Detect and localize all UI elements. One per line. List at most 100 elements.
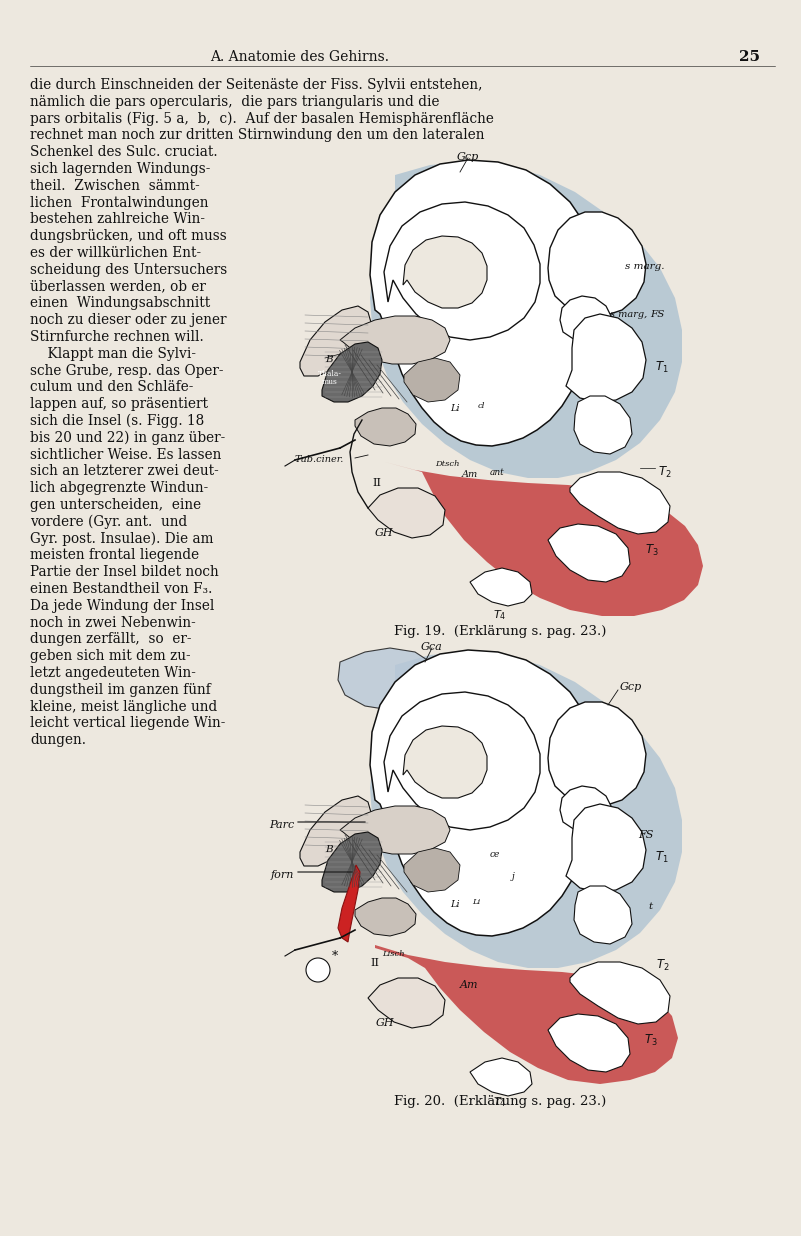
Polygon shape [574,396,632,454]
Text: es der willkürlichen Ent-: es der willkürlichen Ent- [30,246,201,260]
Text: Partie der Insel bildet noch: Partie der Insel bildet noch [30,565,219,580]
Polygon shape [370,159,600,446]
Text: die durch Einschneiden der Seitenäste der Fiss. Sylvii entstehen,: die durch Einschneiden der Seitenäste de… [30,78,482,91]
Text: A. Anatomie des Gehirns.: A. Anatomie des Gehirns. [211,49,389,64]
Polygon shape [322,832,382,892]
Text: sich an letzterer zwei deut-: sich an letzterer zwei deut- [30,465,219,478]
Text: *: * [332,950,338,963]
Text: 25: 25 [739,49,760,64]
Polygon shape [355,408,416,446]
Text: Klappt man die Sylvi-: Klappt man die Sylvi- [30,347,196,361]
Text: Fig. 20.  (Erklärung s. pag. 23.): Fig. 20. (Erklärung s. pag. 23.) [394,1095,606,1107]
Text: gen unterscheiden,  eine: gen unterscheiden, eine [30,498,201,512]
Polygon shape [403,726,487,798]
Text: nämlich die pars opercularis,  die pars triangularis und die: nämlich die pars opercularis, die pars t… [30,95,440,109]
Polygon shape [340,806,450,854]
Text: ce: ce [490,850,501,859]
Polygon shape [470,1058,532,1096]
Text: lichen  Frontalwindungen: lichen Frontalwindungen [30,195,208,210]
Polygon shape [404,358,460,402]
Text: dungen zerfällt,  so  er-: dungen zerfällt, so er- [30,633,191,646]
Text: Li: Li [472,899,481,906]
Text: dungen.: dungen. [30,733,86,748]
Text: GH: GH [376,1018,395,1028]
Polygon shape [548,702,646,806]
Text: B: B [325,355,332,363]
Polygon shape [566,803,646,892]
Polygon shape [338,648,442,709]
Polygon shape [570,472,670,534]
Text: scheidung des Untersuchers: scheidung des Untersuchers [30,263,227,277]
Polygon shape [570,962,670,1023]
Text: leicht vertical liegende Win-: leicht vertical liegende Win- [30,717,225,730]
Polygon shape [470,569,532,606]
Polygon shape [370,650,600,936]
Text: Parc: Parc [269,819,294,831]
Text: $T_4$: $T_4$ [493,608,507,622]
Text: noch zu dieser oder zu jener: noch zu dieser oder zu jener [30,313,227,328]
Text: sichtlicher Weise. Es lassen: sichtlicher Weise. Es lassen [30,447,221,461]
Text: überlassen werden, ob er: überlassen werden, ob er [30,279,206,294]
Text: $T_2$: $T_2$ [658,465,671,480]
Text: letzt angedeuteten Win-: letzt angedeuteten Win- [30,666,196,680]
Text: vordere (Gyr. ant.  und: vordere (Gyr. ant. und [30,515,187,529]
Text: $T_1$: $T_1$ [655,850,669,865]
Polygon shape [355,899,416,936]
Text: bestehen zahlreiche Win-: bestehen zahlreiche Win- [30,213,205,226]
Text: ant: ant [490,468,505,477]
Text: II: II [372,478,381,488]
Text: Thala-: Thala- [318,370,342,378]
Polygon shape [385,462,703,616]
Polygon shape [300,796,372,866]
Polygon shape [375,946,678,1084]
Text: $T_3$: $T_3$ [644,1033,658,1048]
Polygon shape [338,865,360,942]
Text: s marg.: s marg. [625,262,665,271]
Text: Li: Li [450,900,460,908]
Polygon shape [548,213,646,316]
Text: Gca: Gca [421,641,443,653]
Text: Gcp: Gcp [620,682,642,692]
Polygon shape [340,316,450,363]
Text: $T_4$: $T_4$ [493,1095,507,1109]
Text: sich die Insel (s. Figg. 18: sich die Insel (s. Figg. 18 [30,414,204,429]
Polygon shape [548,524,630,582]
Text: dungstheil im ganzen fünf: dungstheil im ganzen fünf [30,682,211,697]
Polygon shape [300,307,372,376]
Text: Am: Am [462,470,478,480]
Circle shape [306,958,330,981]
Text: t: t [648,902,652,911]
Text: lappen auf, so präsentiert: lappen auf, so präsentiert [30,397,208,412]
Text: bis 20 und 22) in ganz über-: bis 20 und 22) in ganz über- [30,431,225,445]
Text: einen  Windungsabschnitt: einen Windungsabschnitt [30,297,210,310]
Text: GH: GH [375,528,393,538]
Polygon shape [560,295,612,344]
Polygon shape [404,848,460,892]
Text: II: II [370,958,379,968]
Polygon shape [384,201,540,340]
Text: FS: FS [650,310,664,319]
Polygon shape [560,786,612,834]
Text: einen Bestandtheil von F₃.: einen Bestandtheil von F₃. [30,582,212,596]
Text: Gcp: Gcp [457,152,479,162]
Polygon shape [370,162,682,478]
Text: j: j [512,873,515,881]
Text: cl: cl [478,402,485,410]
Text: $T_3$: $T_3$ [645,543,658,559]
Text: s marg,: s marg, [610,310,647,319]
Text: lich abgegrenzte Windun-: lich abgegrenzte Windun- [30,481,208,496]
Text: Gyr. post. Insulae). Die am: Gyr. post. Insulae). Die am [30,531,214,546]
Text: dungsbrücken, und oft muss: dungsbrücken, und oft muss [30,229,227,243]
Text: forn: forn [271,870,294,880]
Polygon shape [574,886,632,944]
Text: Am: Am [460,980,478,990]
Polygon shape [370,653,682,968]
Text: B: B [325,845,332,854]
Text: Schenkel des Sulc. cruciat.: Schenkel des Sulc. cruciat. [30,145,218,159]
Text: FS: FS [638,831,654,840]
Text: mus: mus [322,378,338,386]
Text: kleine, meist längliche und: kleine, meist längliche und [30,700,217,713]
Polygon shape [566,314,646,402]
Polygon shape [322,342,382,402]
Text: $T_2$: $T_2$ [656,958,670,973]
